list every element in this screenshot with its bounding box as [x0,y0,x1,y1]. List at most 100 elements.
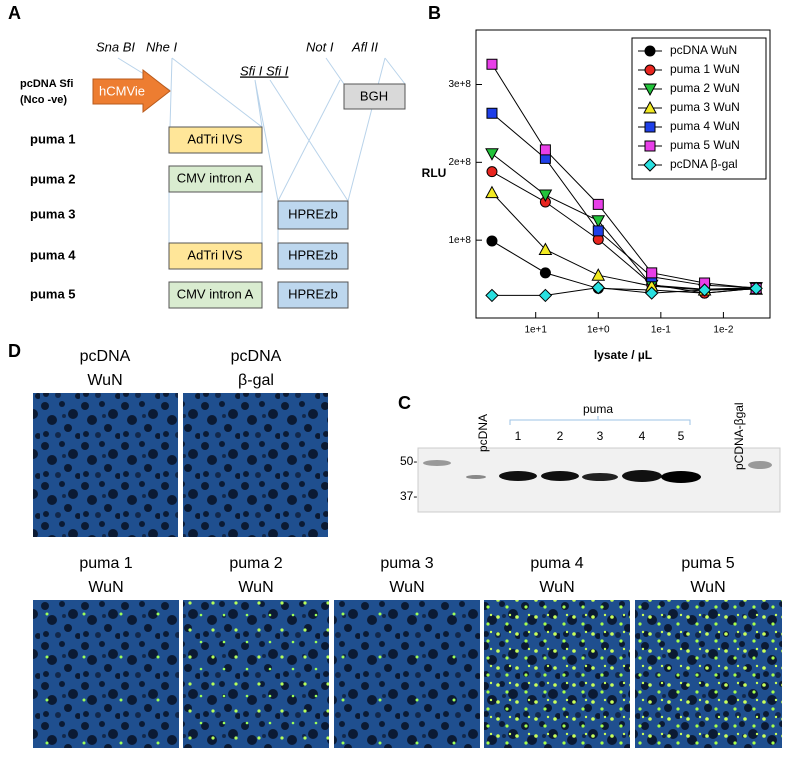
micrographs: pcDNA WuN pcDNA β-gal puma 1 WuN puma 2 … [33,348,782,748]
marker [485,148,499,161]
series-line [491,171,757,294]
fluorescence [484,600,630,748]
marker [486,235,498,247]
lane-label: 2 [557,429,564,443]
fluorescence [183,600,329,748]
site-label: Nhe I [146,39,177,54]
marker-label: 37- [400,489,417,503]
series-line [491,63,757,289]
marker [592,225,604,237]
construct-diagram: Sna BI Nhe I Sfi I Sfi I Not I Afl II pc… [20,39,406,309]
row-label: puma 1 [30,131,76,146]
lane-label: pCDNA-βgal [732,402,746,470]
micrograph-title: β-gal [238,372,274,389]
micrograph-title: WuN [238,579,273,596]
y-tick-label: 2e+8 [448,157,471,168]
micrograph-title: puma 1 [79,555,132,572]
row-label: puma 4 [30,247,76,262]
band [622,470,662,482]
lane-label: 3 [597,429,604,443]
element-label: HPREzb [288,247,338,262]
element-box [168,165,263,193]
lane-label: pcDNA [476,414,490,452]
x-axis-label: lysate / µL [594,348,652,362]
legend-marker [643,100,657,114]
legend-marker [644,45,656,57]
legend-label: puma 5 WuN [670,138,740,152]
construct-name: pcDNA Sfi [20,78,73,90]
site-label: Afl II [351,39,378,54]
micrograph-title: puma 2 [229,555,282,572]
element-box [343,83,406,110]
ladder-band [423,460,451,466]
micrograph-title: puma 5 [681,555,734,572]
marker [486,107,498,119]
lane-label: 1 [515,429,522,443]
marker [591,268,606,281]
element-label: HPREzb [288,286,338,301]
x-tick-label: 1e-1 [651,325,671,336]
row-label: puma 3 [30,206,76,221]
element-box [277,281,349,309]
panel-label: B [428,3,441,23]
band [661,471,701,483]
fluorescence [635,600,782,748]
construct-name: (Nco -ve) [20,94,67,106]
promoter-arrow [92,68,171,114]
panel-label: D [8,341,21,361]
x-tick-label: 1e-2 [713,325,733,336]
band [466,475,486,479]
legend-marker [643,158,657,172]
fluorescence [33,600,179,748]
x-tick-label: 1e+0 [587,325,610,336]
y-axis-label: RLU [422,166,447,180]
marker [486,58,498,70]
marker [697,283,712,297]
micrograph [183,393,328,537]
series-line [491,240,757,294]
micrograph-title: pcDNA [231,348,282,365]
marker [591,215,606,228]
legend-label: puma 3 WuN [670,100,740,114]
element-label: AdTri IVS [187,131,242,146]
bracket [509,416,691,425]
marker [591,280,605,295]
marker [646,267,658,279]
luciferase-chart: 1e+8 2e+8 3e+8 1e+1 1e+0 1e-1 1e-2 lysate / µL R… [422,29,771,362]
series-line [491,287,757,296]
lane-label: 4 [639,429,646,443]
element-label: BGH [360,88,388,103]
legend-label: puma 1 WuN [670,62,740,76]
micrograph-title: pcDNA [80,348,131,365]
element-label: AdTri IVS [187,247,242,262]
element-box [168,126,263,154]
element-label: CMV intron A [177,170,254,185]
lane-label: 5 [678,429,685,443]
marker-label: 50- [400,454,417,468]
micrograph-title: WuN [88,579,123,596]
series-line [491,153,757,290]
marker [538,189,553,203]
site-label: Sna BI [96,39,135,54]
micrograph-title: puma 3 [380,555,433,572]
micrograph-title: WuN [389,579,424,596]
legend-label: puma 4 WuN [670,119,740,133]
marker [485,288,499,303]
y-tick-label: 3e+8 [448,79,471,90]
element-box [168,242,263,270]
legend-label: pcDNA WuN [670,43,737,57]
marker [749,281,763,296]
micrograph-title: puma 4 [530,555,583,572]
band [582,473,618,481]
panel-label: C [398,393,411,413]
plot-frame [475,29,771,319]
marker [644,286,659,300]
element-box [168,281,263,309]
legend-marker [644,121,656,133]
micrograph-title: WuN [690,579,725,596]
marker [538,242,553,256]
marker [538,288,553,303]
marker [539,144,551,156]
